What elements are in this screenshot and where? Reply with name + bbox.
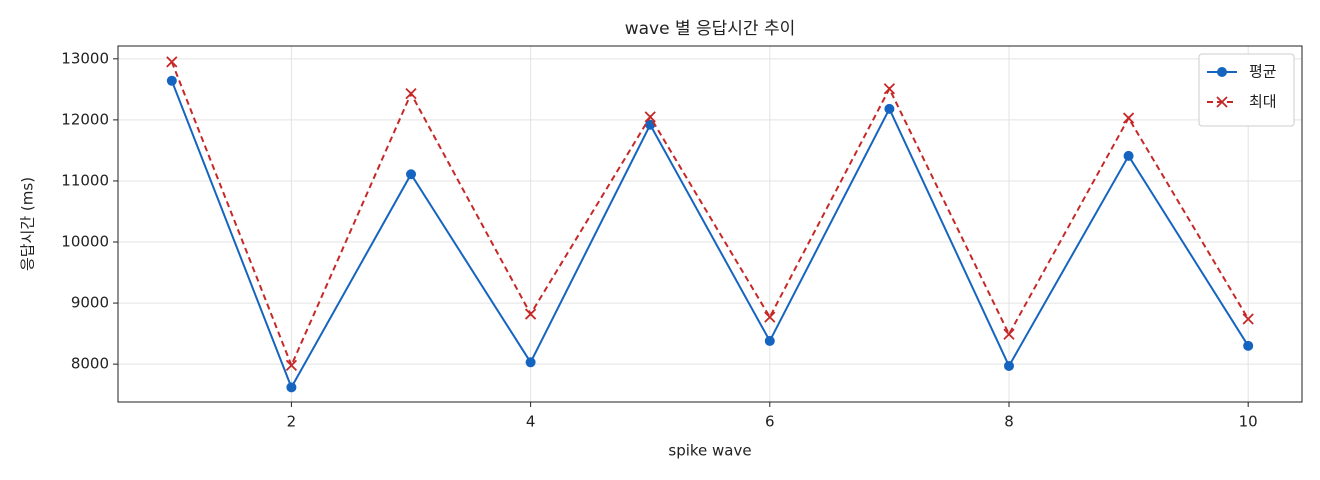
point <box>764 311 776 323</box>
point <box>1122 112 1135 124</box>
point <box>525 357 536 368</box>
y-axis-label: 응답시간 (ms) <box>19 177 37 271</box>
y-tick-label: 12000 <box>61 110 109 128</box>
line <box>170 61 1250 368</box>
x-tick-label: 10 <box>1239 413 1258 431</box>
point <box>1123 150 1134 161</box>
y-tick-label: 10000 <box>61 233 109 251</box>
x-tick-label: 2 <box>287 413 297 431</box>
point <box>1243 340 1254 351</box>
point <box>286 382 297 393</box>
x-tick-label: 8 <box>1004 413 1014 431</box>
x-tick-label: 6 <box>765 413 775 431</box>
chart-title: wave 별 응답시간 추이 <box>625 19 796 39</box>
x-tick-label: 4 <box>526 413 536 431</box>
legend-label: 최대 <box>1249 93 1277 111</box>
legend-label: 평균 <box>1249 63 1277 81</box>
line <box>170 80 1250 390</box>
legend-box <box>1198 53 1295 127</box>
point <box>524 308 537 320</box>
x-axis-label: spike wave <box>668 442 751 460</box>
point <box>406 169 417 180</box>
legend-marker <box>1216 96 1228 108</box>
y-tick-label: 11000 <box>61 171 109 189</box>
point <box>405 87 417 100</box>
point <box>1242 313 1254 325</box>
point <box>884 103 895 114</box>
point <box>883 83 896 95</box>
point <box>285 359 298 371</box>
y-tick-label: 8000 <box>71 355 109 373</box>
y-tick-label: 13000 <box>61 49 109 67</box>
y-tick-label: 9000 <box>71 294 109 312</box>
point <box>644 111 656 123</box>
point <box>166 75 177 86</box>
point <box>1003 360 1014 371</box>
legend-marker <box>1217 67 1227 77</box>
point <box>1003 328 1015 340</box>
plot-frame <box>117 45 1303 403</box>
point <box>764 335 775 346</box>
point <box>166 56 178 68</box>
